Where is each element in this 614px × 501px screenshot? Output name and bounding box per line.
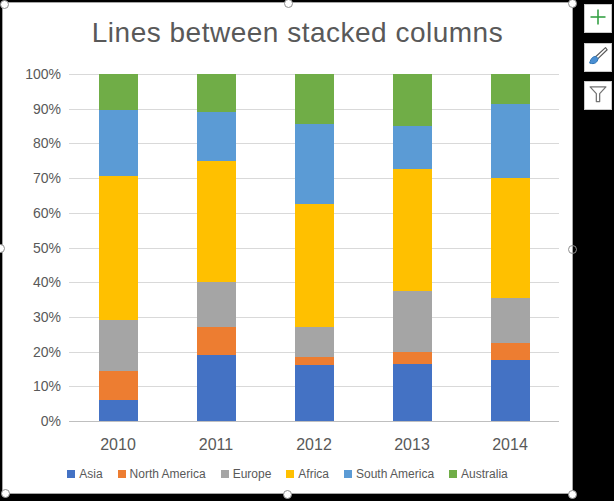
selection-handle-top-left[interactable] — [0, 0, 9, 9]
selection-handle-bottom-right[interactable] — [568, 490, 577, 499]
bar-segment-africa-2012[interactable] — [295, 204, 334, 327]
excel-canvas: Lines between stacked columns 0% 10% 20% 30… — [0, 0, 614, 501]
y-tick-label-70[interactable]: 70% — [3, 170, 61, 186]
x-tick-label-2011[interactable]: 2011 — [167, 436, 265, 454]
bar-segment-north-america-2011[interactable] — [197, 327, 236, 355]
bar-segment-europe-2010[interactable] — [99, 320, 138, 370]
y-tick-label-30[interactable]: 30% — [3, 309, 61, 325]
stacked-bar-2014[interactable] — [491, 74, 530, 421]
y-axis[interactable]: 0%10%20%30%40%50%60%70%80%90%100% — [3, 74, 61, 421]
x-tick-label-2014[interactable]: 2014 — [461, 436, 559, 454]
bar-segment-north-america-2010[interactable] — [99, 371, 138, 400]
bar-segment-australia-2013[interactable] — [393, 74, 432, 126]
bar-segment-australia-2014[interactable] — [491, 74, 530, 103]
chart-filters-button[interactable] — [584, 81, 612, 110]
bar-segment-south-america-2014[interactable] — [491, 104, 530, 179]
legend-swatch-africa — [286, 470, 294, 478]
bar-segment-south-america-2012[interactable] — [295, 124, 334, 204]
selection-handle-top-right[interactable] — [568, 0, 577, 8]
bar-segment-south-america-2011[interactable] — [197, 112, 236, 161]
y-tick-label-40[interactable]: 40% — [3, 274, 61, 290]
legend-label-europe: Europe — [233, 467, 272, 481]
bar-segment-asia-2011[interactable] — [197, 355, 236, 421]
bar-segment-australia-2012[interactable] — [295, 74, 334, 124]
x-tick-label-2013[interactable]: 2013 — [363, 436, 461, 454]
column-2011 — [167, 74, 265, 421]
y-tick-label-80[interactable]: 80% — [3, 135, 61, 151]
stacked-bar-2013[interactable] — [393, 74, 432, 421]
legend-swatch-europe — [221, 470, 229, 478]
y-tick-label-100[interactable]: 100% — [3, 66, 61, 82]
selection-handle-bottom-center[interactable] — [283, 490, 292, 499]
legend-item-europe[interactable]: Europe — [221, 467, 272, 481]
bar-segment-australia-2011[interactable] — [197, 74, 236, 112]
legend-swatch-asia — [67, 470, 75, 478]
bar-segment-asia-2013[interactable] — [393, 364, 432, 421]
column-2010 — [69, 74, 167, 421]
y-tick-label-90[interactable]: 90% — [3, 101, 61, 117]
bar-segment-south-america-2013[interactable] — [393, 126, 432, 169]
x-tick-label-2012[interactable]: 2012 — [265, 436, 363, 454]
legend-swatch-north-america — [118, 470, 126, 478]
y-tick-label-0[interactable]: 0% — [3, 413, 61, 429]
x-tick-label-2010[interactable]: 2010 — [69, 436, 167, 454]
stacked-bar-2011[interactable] — [197, 74, 236, 421]
chart-elements-button[interactable] — [584, 4, 612, 33]
funnel-icon — [588, 84, 608, 108]
legend-item-africa[interactable]: Africa — [286, 467, 329, 481]
bar-segment-asia-2012[interactable] — [295, 365, 334, 421]
stacked-bar-2010[interactable] — [99, 74, 138, 421]
x-axis[interactable]: 20102011201220132014 — [69, 436, 559, 456]
legend[interactable]: Asia North America Europe Africa South Ameri… — [3, 467, 572, 481]
selection-handle-middle-right[interactable] — [568, 245, 577, 254]
legend-label-africa: Africa — [298, 467, 329, 481]
y-tick-label-60[interactable]: 60% — [3, 205, 61, 221]
legend-label-asia: Asia — [79, 467, 102, 481]
y-tick-label-20[interactable]: 20% — [3, 344, 61, 360]
gridline-0 — [69, 421, 559, 422]
chart-title[interactable]: Lines between stacked columns — [23, 17, 572, 49]
column-2013 — [363, 74, 461, 421]
bar-segment-africa-2013[interactable] — [393, 169, 432, 290]
bar-segment-europe-2012[interactable] — [295, 327, 334, 356]
plot-area[interactable] — [69, 74, 559, 421]
bar-segment-africa-2014[interactable] — [491, 178, 530, 298]
paintbrush-icon — [588, 46, 608, 70]
bar-segment-asia-2014[interactable] — [491, 360, 530, 421]
bar-segment-north-america-2013[interactable] — [393, 352, 432, 364]
legend-swatch-south-america — [344, 470, 352, 478]
bar-segment-europe-2011[interactable] — [197, 282, 236, 327]
column-2012 — [265, 74, 363, 421]
bar-segment-europe-2013[interactable] — [393, 291, 432, 352]
legend-label-north-america: North America — [130, 467, 206, 481]
chart-object[interactable]: Lines between stacked columns 0% 10% 20% 30… — [2, 2, 573, 494]
bar-segment-africa-2010[interactable] — [99, 176, 138, 320]
stacked-bar-2012[interactable] — [295, 74, 334, 421]
y-tick-label-50[interactable]: 50% — [3, 240, 61, 256]
legend-item-australia[interactable]: Australia — [449, 467, 508, 481]
bar-segment-south-america-2010[interactable] — [99, 110, 138, 176]
selection-handle-bottom-left[interactable] — [1, 489, 10, 498]
bar-segment-europe-2014[interactable] — [491, 298, 530, 343]
bar-segment-africa-2011[interactable] — [197, 161, 236, 282]
bar-segment-north-america-2014[interactable] — [491, 343, 530, 360]
plus-icon — [589, 8, 607, 30]
legend-label-south-america: South America — [356, 467, 434, 481]
legend-swatch-australia — [449, 470, 457, 478]
y-tick-label-10[interactable]: 10% — [3, 378, 61, 394]
legend-item-north-america[interactable]: North America — [118, 467, 206, 481]
legend-item-asia[interactable]: Asia — [67, 467, 102, 481]
legend-label-australia: Australia — [461, 467, 508, 481]
chart-styles-button[interactable] — [584, 43, 612, 72]
bar-segment-north-america-2012[interactable] — [295, 357, 334, 366]
bar-segment-australia-2010[interactable] — [99, 74, 138, 110]
column-2014 — [461, 74, 559, 421]
bar-segment-asia-2010[interactable] — [99, 400, 138, 421]
legend-item-south-america[interactable]: South America — [344, 467, 434, 481]
